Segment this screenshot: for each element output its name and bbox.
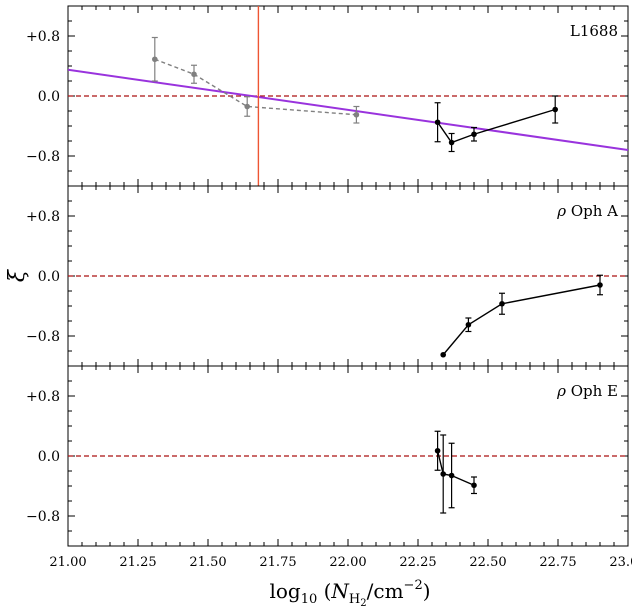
data-point bbox=[448, 139, 455, 146]
y-tick-label: +0.8 bbox=[26, 389, 60, 405]
y-tick-label: 0.0 bbox=[38, 89, 60, 105]
panel-plot-area bbox=[68, 430, 628, 514]
data-point bbox=[597, 282, 603, 288]
y-axis-label: ξ bbox=[5, 268, 30, 282]
x-tick-labels: 21.00 21.25 21.50 21.75 22.00 22.25 22.50 22.75… bbox=[49, 555, 632, 570]
y-tick-label: −0.8 bbox=[26, 509, 60, 525]
x-axis-label: log10 (NH2/cm−2) bbox=[269, 578, 430, 609]
data-point bbox=[191, 71, 197, 78]
data-point bbox=[465, 321, 472, 328]
fit-line bbox=[68, 68, 628, 151]
data-point bbox=[434, 119, 441, 126]
data-point bbox=[499, 300, 505, 307]
data-point bbox=[471, 131, 477, 138]
data-point bbox=[152, 56, 158, 63]
x-tick-label: 21.50 bbox=[189, 555, 226, 570]
x-tick-label: 23.00 bbox=[609, 555, 632, 570]
x-tick-label: 21.00 bbox=[49, 555, 86, 570]
y-tick-label: 0.0 bbox=[38, 449, 60, 465]
data-point bbox=[440, 351, 447, 358]
panel-label: ρ Oph E bbox=[556, 382, 618, 400]
data-point bbox=[440, 471, 447, 477]
black-series-line bbox=[442, 284, 601, 356]
black-series-line bbox=[437, 108, 556, 144]
data-point bbox=[552, 106, 558, 113]
panel-2: +0.8 0.0 −0.8 ρ Oph A bbox=[26, 185, 629, 367]
black-series-line bbox=[436, 450, 475, 486]
y-tick-label: −0.8 bbox=[26, 149, 60, 165]
panel-3: +0.8 0.0 −0.8 ρ Oph E bbox=[26, 365, 629, 547]
y-tick-label: −0.8 bbox=[26, 329, 60, 345]
data-point bbox=[471, 482, 477, 489]
x-tick-label: 22.00 bbox=[329, 555, 366, 570]
panel-1: +0.8 0.0 −0.8 L1688 bbox=[26, 5, 629, 187]
y-tick-label: +0.8 bbox=[26, 29, 60, 45]
panel-plot-area bbox=[68, 36, 628, 153]
panel-plot-area bbox=[68, 274, 628, 358]
x-tick-label: 22.50 bbox=[469, 555, 506, 570]
x-tick-label: 21.75 bbox=[259, 555, 296, 570]
x-tick-label: 21.25 bbox=[119, 555, 156, 570]
panel-label: ρ Oph A bbox=[556, 202, 618, 220]
y-tick-label: +0.8 bbox=[26, 209, 60, 225]
panels: +0.8 0.0 −0.8 L1688 +0.8 0.0 −0.8 ρ Oph A +0.8 0.… bbox=[26, 5, 629, 547]
y-tick-label: 0.0 bbox=[38, 269, 60, 285]
x-tick-label: 22.75 bbox=[539, 555, 576, 570]
x-tick-label: 22.25 bbox=[399, 555, 436, 570]
data-point bbox=[353, 111, 360, 118]
data-point bbox=[244, 103, 250, 110]
panel-label: L1688 bbox=[570, 22, 618, 40]
data-point bbox=[448, 472, 455, 479]
gray-series-line bbox=[154, 58, 357, 116]
data-point bbox=[434, 447, 441, 454]
